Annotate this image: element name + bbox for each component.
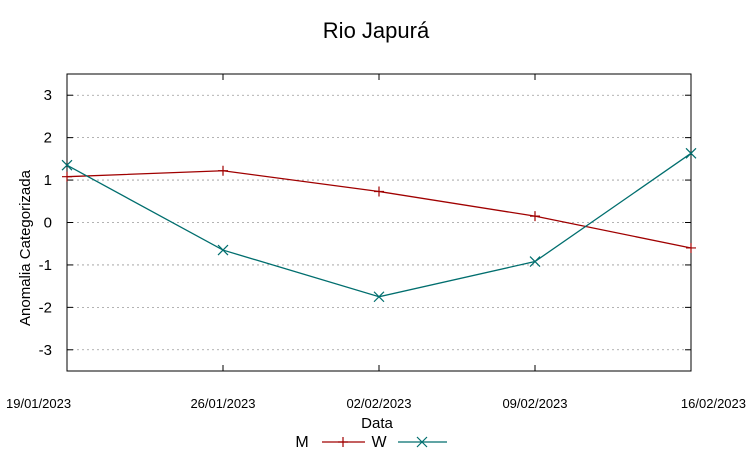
- data-point-w: [217, 244, 229, 256]
- y-tick-label: 2: [44, 130, 52, 147]
- series-group: [61, 147, 697, 303]
- y-tick-label: -2: [39, 299, 52, 316]
- y-axis: 3 2 1 0 -1 -2 -3: [39, 87, 691, 359]
- legend-marker-w: [416, 436, 428, 448]
- y-axis-label: Anomalia Categorizada: [17, 169, 34, 326]
- data-point-m: [218, 165, 228, 176]
- y-tick-label: 3: [44, 87, 52, 104]
- gridlines: [67, 94, 691, 351]
- legend-marker-m: [338, 437, 348, 447]
- y-tick-label: 1: [44, 172, 52, 189]
- data-point-w: [61, 159, 73, 171]
- y-tick-label: -1: [39, 257, 52, 274]
- x-tick-label: 26/01/2023: [190, 396, 255, 411]
- data-point-w: [529, 256, 541, 267]
- data-point-m: [530, 211, 540, 222]
- x-axis-label: Data: [361, 415, 393, 432]
- y-tick-label: 0: [44, 215, 52, 232]
- y-tick-label: -3: [39, 342, 52, 359]
- x-tick-label: 19/01/2023: [6, 396, 71, 411]
- legend-point-w: [416, 436, 428, 448]
- legend: M W: [295, 434, 447, 451]
- data-point-m: [686, 242, 696, 253]
- series-line-m: [66, 170, 692, 249]
- legend-point-m: [338, 437, 348, 447]
- data-point-w: [373, 291, 385, 303]
- data-point-m: [62, 171, 72, 182]
- chart-title: Rio Japurá: [323, 18, 430, 43]
- legend-label-m: M: [295, 434, 308, 451]
- x-tick-label: 16/02/2023: [681, 396, 746, 411]
- x-tick-label: 09/02/2023: [502, 396, 567, 411]
- x-tick-label: 02/02/2023: [346, 396, 411, 411]
- data-point-m: [374, 186, 384, 197]
- series-line-w: [66, 152, 692, 298]
- legend-label-w: W: [371, 434, 387, 451]
- x-axis: 19/01/2023 26/01/2023 02/02/2023 09/02/2023…: [6, 74, 746, 411]
- data-point-w: [685, 147, 697, 159]
